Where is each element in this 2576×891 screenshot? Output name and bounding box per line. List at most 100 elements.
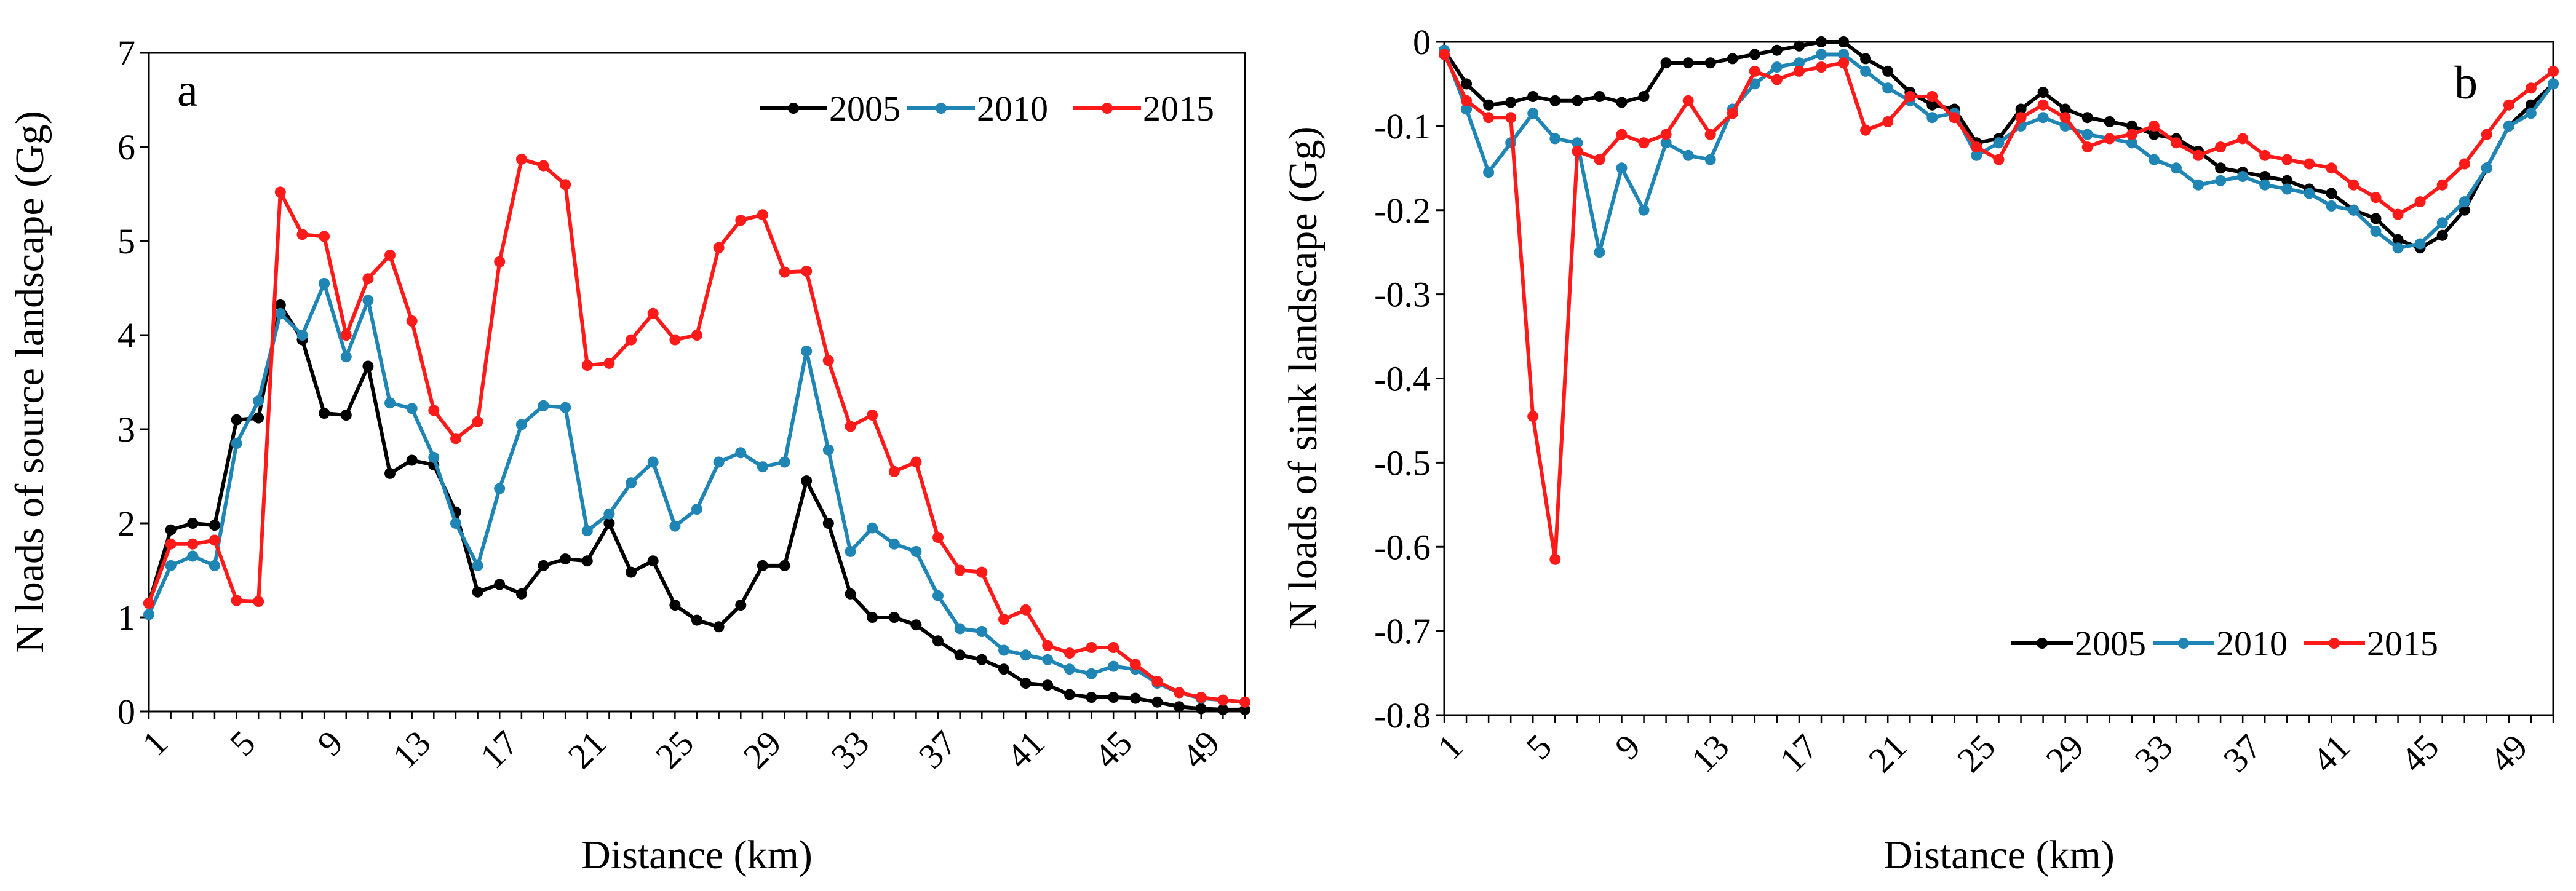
point-2015 <box>274 186 286 198</box>
point-2010 <box>406 403 418 414</box>
y-tick-label: -0.7 <box>1374 611 1431 651</box>
legend-marker-2010 <box>936 103 947 114</box>
point-2015 <box>1174 687 1185 699</box>
point-2010 <box>1771 61 1783 73</box>
point-2015 <box>1572 145 1583 157</box>
point-2005 <box>2037 87 2049 98</box>
point-2010 <box>2481 162 2492 174</box>
point-2005 <box>1926 99 1938 111</box>
point-2010 <box>976 626 988 637</box>
point-2015 <box>2348 179 2359 191</box>
y-ticks-a: 0 1 2 3 4 5 6 7 <box>117 33 149 732</box>
point-2005 <box>1527 91 1539 102</box>
series-group-a <box>143 153 1250 715</box>
point-2015 <box>1129 659 1141 670</box>
point-2010 <box>1749 78 1760 90</box>
y-tick-label: -0.5 <box>1374 443 1431 483</box>
y-axis-title-b: N loads of sink landscape (Gg) <box>1281 126 1326 630</box>
point-2010 <box>735 447 747 459</box>
point-2010 <box>1108 660 1119 672</box>
point-2005 <box>1638 91 1650 102</box>
point-2005 <box>801 475 813 487</box>
point-2005 <box>1794 40 1805 52</box>
x-axis-title-b: Distance (km) <box>1883 833 2115 877</box>
point-2005 <box>1108 692 1119 703</box>
point-2010 <box>581 525 593 537</box>
point-2005 <box>165 524 177 536</box>
panel-label-b: b <box>2454 57 2478 109</box>
point-2015 <box>669 334 681 346</box>
point-2015 <box>450 433 461 445</box>
legend-label-2010: 2010 <box>977 89 1048 129</box>
point-2010 <box>998 644 1009 656</box>
point-2015 <box>603 357 615 369</box>
point-2015 <box>1239 696 1250 708</box>
point-2015 <box>2414 196 2426 208</box>
point-2010 <box>1860 65 1872 77</box>
point-2015 <box>1682 95 1694 106</box>
point-2005 <box>209 520 220 531</box>
point-2010 <box>2126 137 2137 149</box>
point-2010 <box>1704 154 1716 165</box>
point-2005 <box>2104 116 2115 127</box>
point-2015 <box>1838 57 1850 69</box>
point-2015 <box>1151 676 1163 687</box>
point-2015 <box>560 179 571 191</box>
point-2010 <box>274 307 286 319</box>
point-2010 <box>319 277 330 289</box>
point-2010 <box>1572 137 1583 149</box>
point-2010 <box>384 397 396 409</box>
point-2010 <box>143 609 154 620</box>
point-2005 <box>1129 692 1141 704</box>
point-2005 <box>319 408 330 419</box>
point-2010 <box>2193 179 2204 191</box>
point-2005 <box>384 467 396 479</box>
point-2015 <box>428 405 440 416</box>
point-2005 <box>2081 112 2093 124</box>
point-2005 <box>1594 91 1605 102</box>
point-2015 <box>1505 112 1517 124</box>
y-tick-label: 7 <box>117 33 135 73</box>
point-2015 <box>2304 158 2315 170</box>
point-2010 <box>2548 78 2559 90</box>
point-2015 <box>735 215 747 226</box>
point-2015 <box>1704 129 1716 140</box>
point-2010 <box>910 545 922 557</box>
point-2005 <box>976 654 988 665</box>
point-2015 <box>209 534 220 546</box>
point-2015 <box>2237 133 2249 145</box>
legend-a: 2005 2010 2015 <box>760 89 1214 129</box>
point-2015 <box>296 229 308 240</box>
point-2005 <box>2392 234 2404 245</box>
point-2010 <box>822 444 834 456</box>
point-2015 <box>822 355 834 366</box>
point-2010 <box>954 623 966 635</box>
y-tick-label: 0 <box>117 692 135 732</box>
point-2005 <box>274 299 286 311</box>
point-2010 <box>1616 162 1628 174</box>
panel-label-a: a <box>177 65 198 116</box>
point-2005 <box>1749 49 1760 60</box>
point-2015 <box>757 209 768 221</box>
y-tick-label: -0.1 <box>1374 106 1431 146</box>
point-2015 <box>2148 120 2160 132</box>
point-2015 <box>1749 65 1760 77</box>
point-2010 <box>1993 137 2005 149</box>
point-2010 <box>560 402 571 413</box>
point-2005 <box>1572 95 1583 106</box>
point-2015 <box>2193 149 2204 161</box>
point-2015 <box>2392 208 2404 220</box>
point-2015 <box>888 465 900 477</box>
point-2005 <box>845 588 856 600</box>
point-2005 <box>538 560 549 571</box>
y-tick-label: -0.3 <box>1374 275 1431 315</box>
point-2005 <box>669 600 681 611</box>
y-tick-label: 4 <box>117 315 135 355</box>
legend-label-2015: 2015 <box>1143 89 1214 129</box>
point-2010 <box>2237 171 2249 182</box>
point-2010 <box>888 538 900 550</box>
point-2005 <box>2326 188 2337 199</box>
point-2010 <box>2525 108 2537 119</box>
y-tick-label: -0.4 <box>1374 359 1431 399</box>
legend-label-2005: 2005 <box>2075 624 2146 663</box>
